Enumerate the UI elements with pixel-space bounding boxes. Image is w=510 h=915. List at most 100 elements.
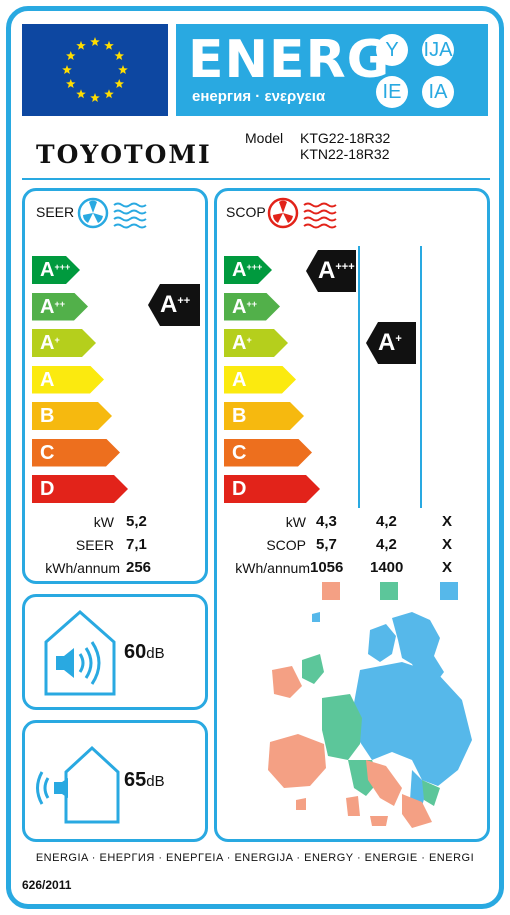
average-zone-class-indicator: A+: [366, 322, 416, 364]
heating-scale-class-suffix: +: [246, 335, 252, 345]
language-badge: IE: [376, 76, 408, 108]
warm-class-suffix: +++: [335, 261, 355, 273]
indoor-noise-value: 60dB: [124, 641, 165, 664]
cooling-scale-class-letter: B: [40, 405, 55, 427]
heating-scale-class-suffix: ++: [246, 298, 257, 309]
heating-scale-class-arrow: A+++: [224, 256, 272, 284]
colder-zone-swatch: [440, 582, 458, 600]
footer-energy-words: ENERGIA · ЕНЕРГИЯ · ΕΝΕΡΓΕΙΑ · ENERGIJA …: [35, 852, 475, 864]
average-class-suffix: +: [395, 333, 402, 345]
outdoor-noise-unit: dB: [146, 773, 165, 790]
heating-scale-class-arrow: B: [224, 402, 304, 430]
average-class-letter: A: [378, 329, 396, 356]
warm-kw-value: 4,3: [316, 513, 337, 530]
average-kw-value: 4,2: [376, 513, 397, 530]
indoor-noise-unit: dB: [146, 645, 165, 662]
eu-star: [114, 79, 124, 88]
cooling-kw-value: 5,2: [126, 513, 147, 530]
heating-scale-class-arrow: C: [224, 439, 312, 467]
zone-divider: [420, 246, 422, 508]
heating-scale-class-letter: A: [232, 295, 247, 318]
scop-title: SCOP: [226, 204, 266, 220]
supplier-logo: TOYOTOMI: [36, 140, 212, 169]
fan-cooling-icon: [76, 196, 156, 235]
eu-star: [90, 37, 100, 46]
heating-kwh-label: kWh/annum: [235, 560, 310, 576]
heating-scale-class-letter: A: [232, 332, 247, 354]
average-zone-swatch: [380, 582, 398, 600]
cooling-kw-label: kW: [93, 514, 114, 530]
colder-scop-value: X: [442, 536, 453, 553]
cooling-scale-class-arrow: A: [32, 366, 104, 394]
cooling-scale-class-suffix: +++: [54, 262, 71, 272]
eu-star: [76, 89, 86, 99]
eu-star: [104, 40, 114, 50]
cooling-scale-class-arrow: D: [32, 475, 128, 503]
model-code: KTG22-18R32: [300, 130, 391, 146]
warm-kwh-value: 1056: [310, 559, 344, 576]
eu-flag: [22, 24, 168, 116]
cooling-scale-class-arrow: C: [32, 439, 120, 467]
warm-scop-value: 5,7: [316, 536, 337, 553]
eu-star: [76, 40, 86, 50]
eu-star: [118, 65, 128, 74]
model-label: Model: [245, 130, 284, 146]
language-badge: IJA: [422, 34, 454, 66]
indoor-speaker-house-icon: [40, 606, 120, 703]
heating-scale-class-arrow: D: [224, 475, 320, 503]
energ-header: ENERG енергия · ενεργεια Y IJA IE IA: [176, 24, 488, 116]
warm-class-letter: A: [318, 257, 336, 284]
outdoor-noise-value: 65dB: [124, 769, 165, 792]
outdoor-speaker-house-icon: [32, 742, 122, 831]
cooling-scale-class-letter: C: [40, 441, 55, 464]
heating-scale-class-suffix: +++: [246, 262, 263, 272]
eu-star: [114, 51, 124, 60]
zone-divider: [358, 246, 360, 508]
language-badge: IA: [422, 76, 454, 108]
fan-heating-icon: [266, 196, 346, 235]
warmer-zone-swatch: [322, 582, 340, 600]
heating-scop-label: SCOP: [266, 537, 306, 553]
heating-scale-class-letter: A: [232, 368, 247, 391]
model-code: KTN22-18R32: [300, 146, 390, 162]
cooling-seer-label: SEER: [75, 537, 114, 553]
heating-scale-class-letter: A: [232, 259, 247, 281]
average-kwh-value: 1400: [370, 559, 404, 576]
eu-star: [90, 93, 100, 102]
heating-scale-class-arrow: A+: [224, 329, 288, 357]
europe-climate-map: [262, 610, 484, 841]
regulation-number: 626/2011: [22, 878, 72, 892]
outdoor-noise-number: 65: [124, 769, 147, 791]
cooling-class-letter: A: [160, 291, 178, 318]
cooling-class-indicator: A++: [148, 284, 200, 326]
cooling-scale-class-letter: A: [40, 368, 55, 391]
cooling-scale-class-suffix: ++: [54, 298, 65, 309]
heating-scale-class-letter: C: [232, 441, 247, 464]
cooling-scale-class-letter: A: [40, 259, 55, 281]
colder-kw-value: X: [442, 513, 453, 530]
cooling-scale-class-arrow: B: [32, 402, 112, 430]
cooling-scale-class-suffix: +: [54, 335, 60, 345]
indoor-noise-number: 60: [124, 641, 147, 663]
cooling-kwh-label: kWh/annum: [45, 560, 120, 576]
cooling-seer-value: 7,1: [126, 536, 147, 553]
heating-scale-class-letter: B: [232, 405, 247, 427]
warm-zone-class-indicator: A+++: [306, 250, 356, 292]
cooling-scale-class-letter: A: [40, 295, 55, 318]
heating-scale-class-arrow: A: [224, 366, 296, 394]
seer-title: SEER: [36, 204, 75, 220]
eu-star: [66, 51, 76, 60]
cooling-scale-class-letter: A: [40, 332, 55, 354]
eu-star: [104, 89, 114, 99]
heating-kw-label: kW: [285, 514, 306, 530]
cooling-class-suffix: ++: [177, 295, 191, 307]
colder-kwh-value: X: [442, 559, 453, 576]
cooling-kwh-value: 256: [126, 559, 152, 576]
energ-subtitle: енергия · ενεργεια: [192, 88, 326, 105]
eu-star: [66, 79, 76, 88]
cooling-scale-class-letter: D: [40, 478, 55, 500]
header-divider: [22, 178, 490, 180]
heating-scale-class-arrow: A++: [224, 293, 280, 321]
language-badge: Y: [376, 34, 408, 66]
energ-title: ENERG: [188, 30, 391, 90]
